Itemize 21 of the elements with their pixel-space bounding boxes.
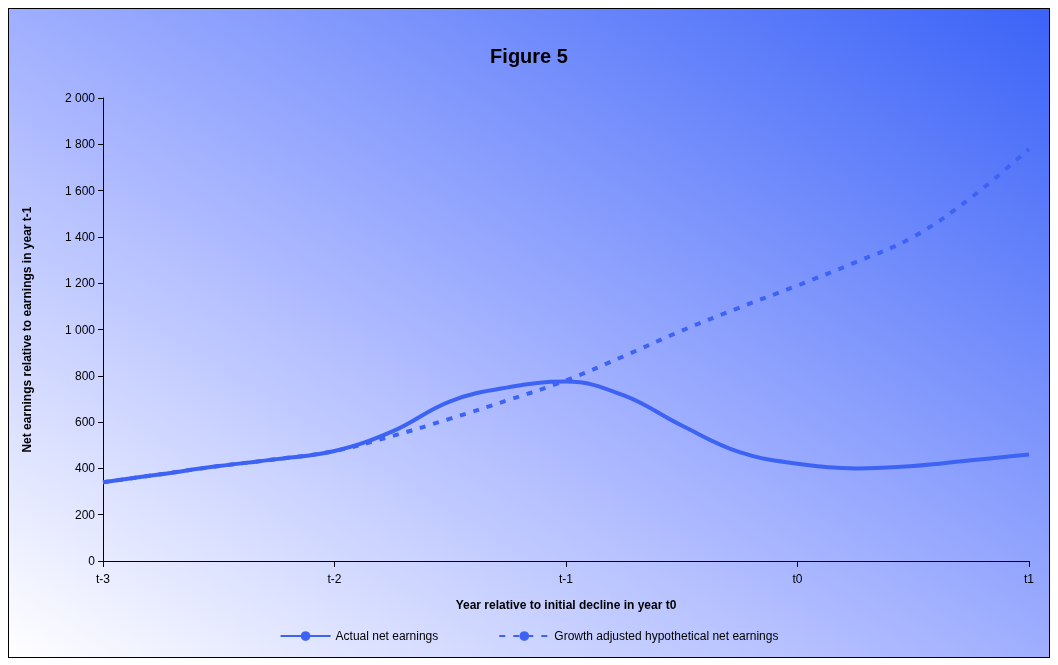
x-axis-title: Year relative to initial decline in year t0 xyxy=(455,598,677,612)
x-tick-label: t-2 xyxy=(327,572,342,586)
y-tick-label: 800 xyxy=(74,368,96,383)
y-tick-label: 200 xyxy=(74,507,96,522)
x-tick-label: t-3 xyxy=(95,572,111,586)
y-tick-label: 1 000 xyxy=(64,322,96,337)
x-tick-label: t1 xyxy=(1023,572,1035,586)
y-tick-label: 1 400 xyxy=(64,229,96,244)
y-tick-label: 1 200 xyxy=(64,276,96,291)
chart-title: Figure 5 xyxy=(490,45,568,67)
x-tick-label: t-1 xyxy=(558,572,574,586)
legend-label: Actual net earnings xyxy=(335,629,439,643)
y-tick-label: 0 xyxy=(88,554,96,568)
y-tick-label: 600 xyxy=(74,415,96,430)
legend-label: Growth adjusted hypothetical net earnings xyxy=(554,629,779,643)
y-tick-label: 400 xyxy=(74,461,96,476)
y-tick-label: 1 600 xyxy=(64,183,96,198)
y-tick-label: 1 800 xyxy=(64,137,96,152)
y-axis-title: Net earnings relative to earnings in year t-1 xyxy=(20,206,34,453)
y-tick-label: 2 000 xyxy=(64,91,96,105)
x-tick-label: t0 xyxy=(792,572,803,586)
